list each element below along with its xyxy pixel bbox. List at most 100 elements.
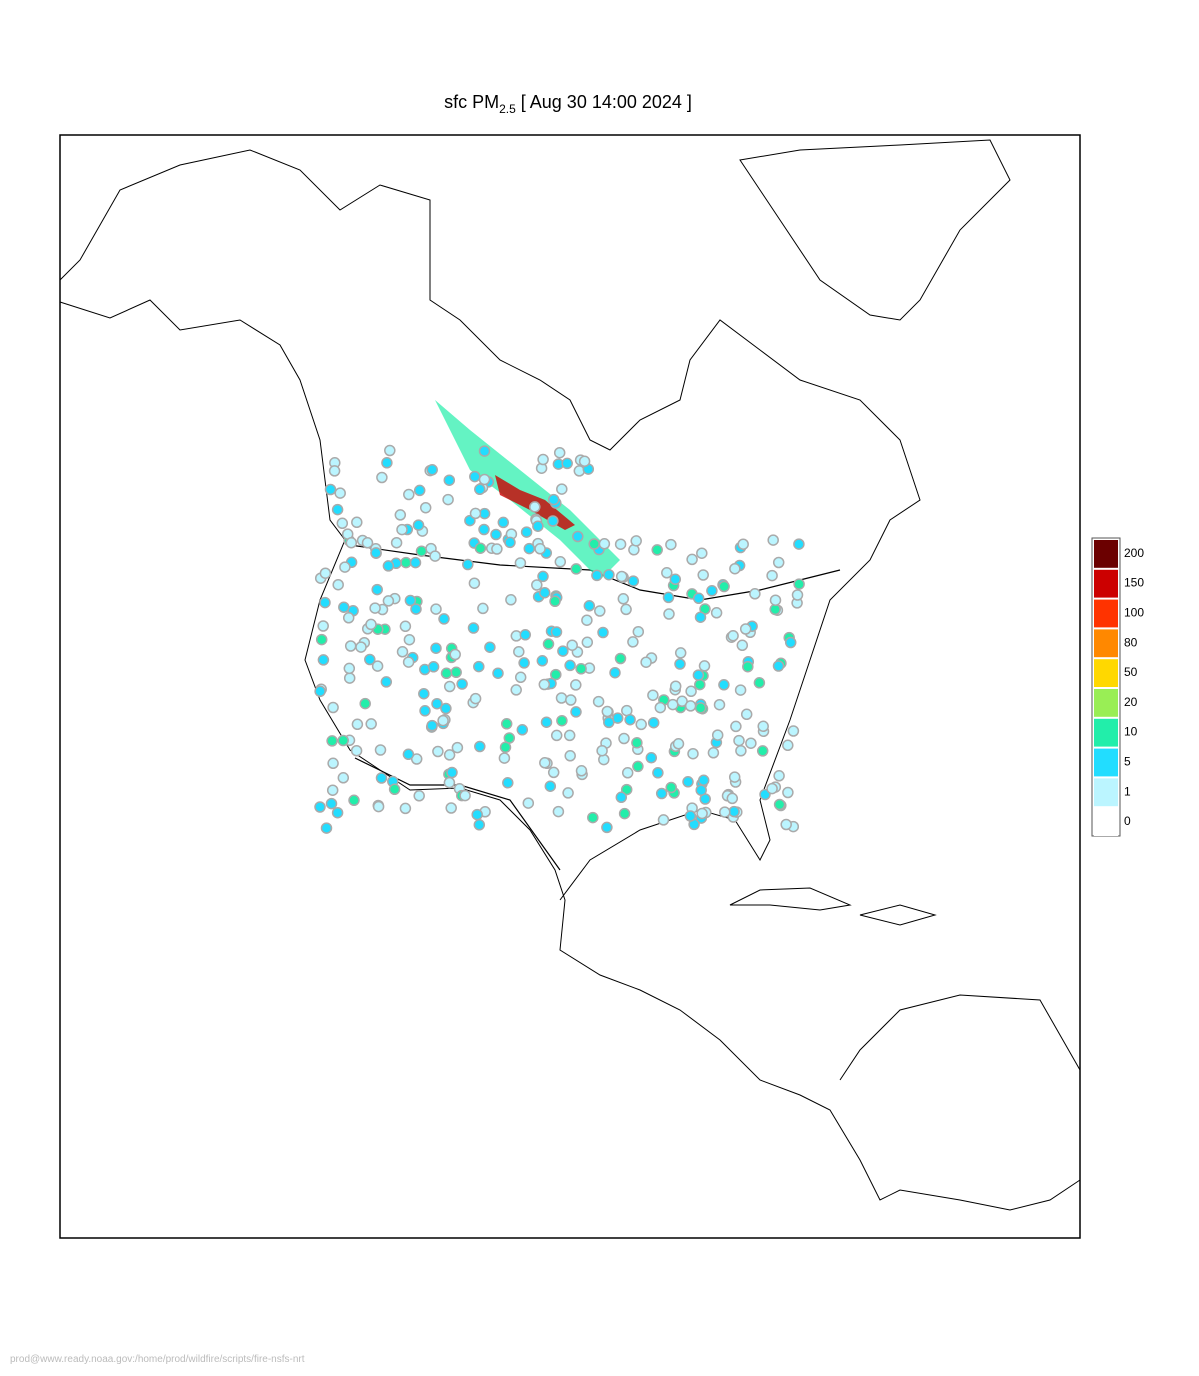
station-dot — [618, 807, 631, 820]
station-dot — [621, 767, 634, 779]
station-dot — [614, 652, 627, 665]
footer-path: prod@www.ready.noaa.gov:/home/prod/wildf… — [10, 1354, 305, 1365]
station-dot — [492, 667, 504, 679]
station-dot — [443, 749, 456, 761]
station-dot — [396, 646, 409, 658]
station-dot — [471, 808, 483, 821]
station-dot — [326, 735, 338, 747]
legend-label: 1 — [1124, 784, 1131, 798]
station-dot — [331, 806, 344, 819]
station-dot — [618, 732, 630, 745]
station-dot — [345, 536, 358, 549]
station-dot — [474, 542, 487, 554]
station-dot — [557, 645, 569, 657]
station-dot — [647, 689, 659, 701]
station-dot — [692, 592, 705, 605]
station-dot — [657, 814, 670, 826]
station-dot — [384, 444, 396, 457]
legend-label: 100 — [1124, 606, 1144, 620]
station-dot — [343, 662, 356, 675]
station-dot — [728, 771, 741, 783]
station-dot — [692, 669, 705, 681]
station-dot — [766, 782, 778, 795]
station-dot — [620, 783, 633, 796]
station-dot — [565, 694, 577, 706]
station-dot — [694, 611, 707, 623]
legend-label: 80 — [1124, 635, 1138, 649]
station-dot — [563, 729, 576, 742]
station-dot — [596, 744, 608, 757]
station-dot — [615, 791, 628, 804]
map-area — [59, 134, 1081, 1239]
station-dot — [787, 725, 800, 737]
station-dot — [499, 741, 512, 754]
station-dot — [315, 633, 328, 646]
legend-label: 20 — [1124, 695, 1138, 709]
station-dot — [739, 623, 752, 635]
station-dot — [320, 822, 333, 834]
station-dot — [773, 798, 786, 811]
station-dot — [549, 595, 561, 608]
station-dot — [538, 678, 551, 691]
station-dot — [339, 561, 351, 573]
station-dot — [403, 633, 416, 646]
station-dot — [443, 680, 456, 693]
station-dot — [419, 705, 431, 717]
station-dot — [572, 530, 584, 543]
station-dot — [710, 607, 723, 619]
station-dot — [556, 483, 568, 495]
station-dot — [581, 636, 594, 649]
station-dot — [418, 687, 430, 700]
station-dot — [685, 685, 697, 698]
station-dot — [451, 741, 464, 754]
station-dot — [319, 596, 331, 609]
station-dot — [550, 729, 563, 742]
map-frame — [59, 134, 1081, 1239]
title-suffix: [ Aug 30 14:00 2024 ] — [521, 92, 692, 112]
station-dot — [632, 760, 644, 773]
station-dot — [667, 698, 679, 711]
station-dot — [793, 578, 805, 590]
legend-label: 10 — [1124, 725, 1138, 739]
station-dot — [540, 716, 553, 728]
station-dot — [370, 547, 382, 559]
legend-label: 5 — [1124, 755, 1131, 769]
station-dot — [529, 501, 541, 513]
station-dot — [757, 720, 769, 733]
station-dot — [697, 774, 710, 787]
station-dot — [365, 618, 377, 631]
station-dot — [410, 603, 422, 615]
station-dot — [687, 747, 699, 760]
station-dot — [601, 821, 613, 834]
station-dot — [718, 679, 730, 691]
station-dot — [327, 701, 339, 714]
station-dot — [343, 672, 356, 684]
station-dot — [627, 636, 639, 648]
station-dot — [769, 594, 782, 606]
station-dot — [674, 647, 687, 659]
station-dot — [332, 578, 344, 591]
station-dot — [624, 713, 636, 726]
station-dot — [429, 550, 441, 562]
station-dot — [369, 602, 381, 614]
station-dot — [767, 534, 779, 546]
station-dot — [694, 678, 706, 691]
station-dot — [531, 579, 543, 591]
station-dot — [645, 752, 658, 764]
station-dot — [334, 487, 346, 499]
station-dot — [570, 679, 582, 691]
legend-label: 150 — [1124, 576, 1144, 590]
station-dot — [314, 801, 326, 813]
station-dot — [542, 638, 555, 650]
station-dot — [361, 537, 374, 549]
legend-swatch — [1094, 569, 1118, 598]
station-dot — [547, 515, 559, 527]
station-dot — [503, 732, 516, 744]
station-dot — [695, 784, 707, 796]
station-dot — [500, 718, 513, 730]
station-dot — [431, 697, 443, 710]
station-dot — [713, 698, 726, 711]
station-dot — [442, 493, 454, 506]
station-dot — [409, 556, 422, 569]
